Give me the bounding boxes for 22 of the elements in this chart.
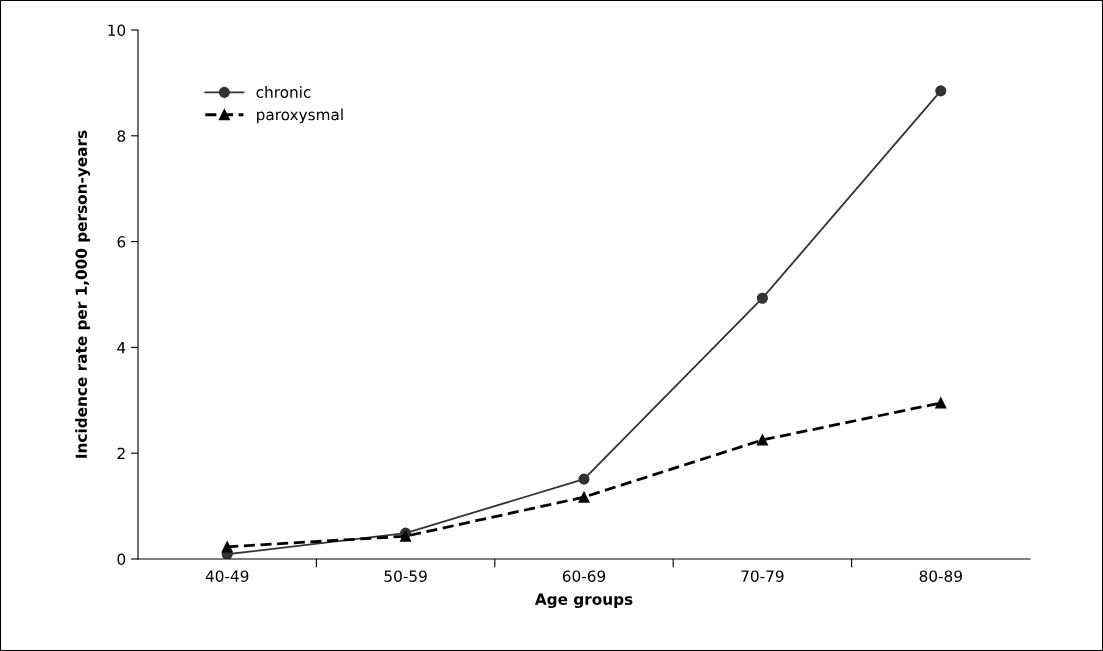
x-tick-label: 70-79 — [741, 570, 784, 582]
point — [221, 541, 233, 553]
x-tick-label: 50-59 — [384, 570, 427, 582]
point — [756, 434, 768, 446]
y-tick-label: 6 — [117, 236, 126, 248]
point — [578, 473, 590, 485]
x-tick-label: 60-69 — [562, 570, 606, 582]
y-tick-label: 10 — [108, 24, 126, 37]
y-axis-title: Incidence rate per 1,000 person-years — [75, 130, 91, 458]
y-tick-label: 2 — [117, 447, 125, 459]
legend-label: chronic — [256, 86, 311, 98]
point — [756, 292, 768, 304]
point — [935, 85, 947, 97]
x-axis-title: Age groups — [534, 593, 633, 609]
x-tick-label: 80-89 — [919, 570, 962, 582]
y-tick-label: 8 — [117, 130, 126, 142]
y-tick-label: 4 — [117, 342, 126, 354]
legend-label: paroxysmal — [257, 108, 343, 124]
point — [935, 397, 947, 409]
point — [578, 491, 590, 503]
x-tick-label: 40-49 — [205, 570, 249, 582]
y-tick-label: 0 — [117, 553, 126, 566]
